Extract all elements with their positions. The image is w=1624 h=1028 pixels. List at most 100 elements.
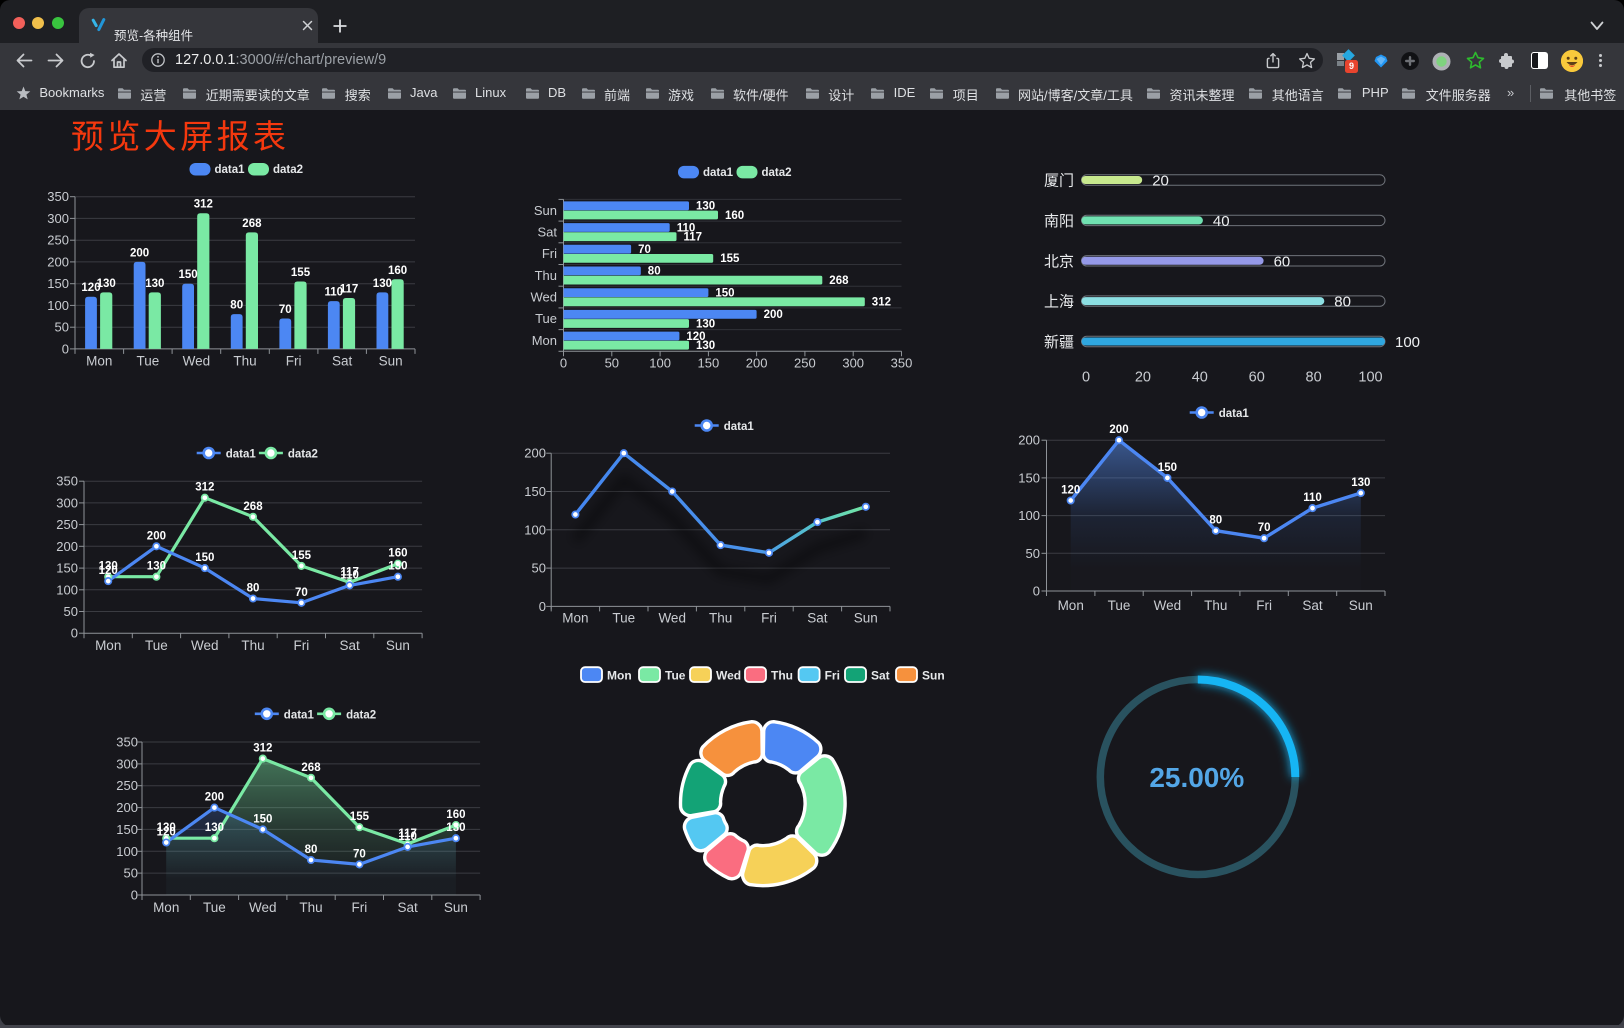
svg-text:Sun: Sun [922, 669, 945, 683]
svg-text:350: 350 [116, 735, 138, 750]
svg-text:Wed: Wed [191, 638, 219, 653]
svg-text:0: 0 [62, 341, 69, 356]
svg-text:160: 160 [725, 210, 744, 222]
svg-text:Wed: Wed [716, 669, 741, 683]
svg-text:150: 150 [1018, 470, 1040, 485]
svg-text:312: 312 [253, 743, 272, 755]
svg-text:100: 100 [56, 582, 78, 597]
svg-text:0: 0 [560, 356, 567, 371]
svg-text:350: 350 [56, 474, 78, 489]
svg-text:150: 150 [715, 287, 734, 299]
svg-text:80: 80 [305, 844, 318, 856]
svg-text:0: 0 [71, 626, 78, 641]
svg-text:Mon: Mon [95, 638, 121, 653]
svg-text:Sat: Sat [339, 638, 360, 653]
svg-text:300: 300 [842, 356, 864, 371]
svg-text:312: 312 [195, 482, 214, 494]
svg-text:250: 250 [47, 233, 69, 248]
svg-text:130: 130 [373, 278, 392, 290]
svg-text:25.00%: 25.00% [1149, 762, 1244, 793]
svg-text:40: 40 [1192, 370, 1208, 386]
svg-text:Thu: Thu [299, 900, 322, 915]
svg-text:200: 200 [746, 356, 768, 371]
svg-text:0: 0 [1033, 584, 1040, 599]
svg-text:117: 117 [340, 284, 359, 296]
svg-text:117: 117 [340, 566, 359, 578]
svg-text:北京: 北京 [1044, 253, 1074, 270]
svg-text:70: 70 [1258, 522, 1271, 534]
svg-text:Sat: Sat [397, 900, 418, 915]
svg-text:70: 70 [295, 587, 308, 599]
svg-text:Tue: Tue [203, 900, 226, 915]
svg-text:300: 300 [47, 211, 69, 226]
svg-text:Sun: Sun [854, 611, 878, 626]
svg-text:250: 250 [56, 517, 78, 532]
svg-text:200: 200 [56, 539, 78, 554]
svg-text:Fri: Fri [1256, 598, 1272, 613]
svg-text:上海: 上海 [1044, 294, 1074, 311]
svg-text:120: 120 [157, 827, 176, 839]
svg-text:data2: data2 [273, 164, 303, 176]
svg-text:Sun: Sun [379, 354, 403, 369]
svg-text:20: 20 [1152, 173, 1169, 190]
svg-text:0: 0 [1082, 370, 1090, 386]
svg-text:150: 150 [56, 561, 78, 576]
svg-text:Wed: Wed [658, 611, 686, 626]
svg-text:Tue: Tue [535, 311, 557, 326]
svg-text:200: 200 [764, 309, 783, 321]
svg-text:Sun: Sun [444, 900, 468, 915]
svg-text:150: 150 [253, 813, 272, 825]
svg-text:120: 120 [1061, 485, 1080, 497]
svg-text:50: 50 [605, 356, 619, 371]
svg-text:200: 200 [1109, 424, 1128, 436]
svg-text:200: 200 [116, 800, 138, 815]
svg-text:Mon: Mon [1058, 598, 1084, 613]
svg-text:312: 312 [194, 199, 213, 211]
svg-text:150: 150 [698, 356, 720, 371]
svg-text:130: 130 [696, 201, 715, 213]
svg-text:Fri: Fri [286, 354, 302, 369]
svg-text:Thu: Thu [233, 354, 256, 369]
svg-text:厦门: 厦门 [1044, 173, 1074, 190]
svg-text:50: 50 [64, 604, 78, 619]
svg-text:100: 100 [1395, 334, 1420, 351]
svg-text:130: 130 [446, 822, 465, 834]
svg-text:100: 100 [524, 522, 546, 537]
svg-text:110: 110 [340, 569, 359, 581]
svg-text:data1: data1 [226, 449, 257, 461]
svg-text:268: 268 [242, 218, 262, 230]
svg-text:Sat: Sat [1302, 598, 1323, 613]
svg-text:100: 100 [1358, 370, 1382, 386]
svg-text:100: 100 [47, 298, 69, 313]
svg-text:130: 130 [696, 340, 715, 352]
svg-text:300: 300 [116, 756, 138, 771]
svg-text:70: 70 [279, 304, 292, 316]
svg-text:Mon: Mon [562, 611, 588, 626]
svg-text:200: 200 [205, 792, 224, 804]
svg-text:Tue: Tue [1108, 598, 1131, 613]
svg-text:250: 250 [794, 356, 816, 371]
svg-text:Tue: Tue [137, 354, 160, 369]
svg-text:Sat: Sat [537, 224, 557, 239]
svg-text:Mon: Mon [607, 669, 632, 683]
svg-text:120: 120 [81, 282, 100, 294]
svg-text:Thu: Thu [709, 611, 732, 626]
svg-text:130: 130 [147, 561, 166, 573]
svg-text:Sat: Sat [332, 354, 353, 369]
svg-text:150: 150 [195, 552, 214, 564]
svg-text:80: 80 [247, 583, 260, 595]
svg-text:80: 80 [1209, 515, 1222, 527]
svg-text:150: 150 [47, 276, 69, 291]
svg-text:130: 130 [205, 822, 224, 834]
svg-text:20: 20 [1135, 370, 1151, 386]
svg-text:Thu: Thu [771, 669, 793, 683]
svg-text:160: 160 [388, 265, 407, 277]
svg-text:312: 312 [872, 297, 891, 309]
svg-text:268: 268 [829, 275, 849, 287]
svg-text:data1: data1 [1219, 408, 1250, 420]
svg-text:Thu: Thu [535, 268, 557, 283]
svg-text:117: 117 [684, 232, 703, 244]
svg-text:70: 70 [353, 848, 366, 860]
svg-text:50: 50 [532, 561, 546, 576]
svg-text:南阳: 南阳 [1044, 213, 1074, 230]
